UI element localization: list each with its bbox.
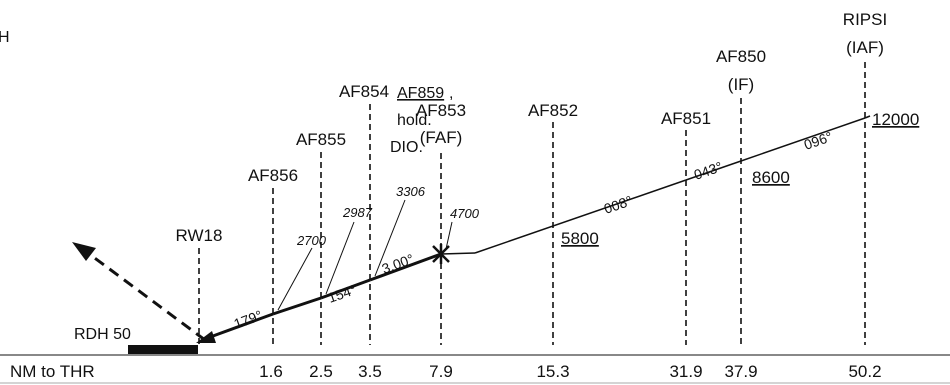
fix-role-af850: (IF) — [728, 75, 754, 94]
alt-af850: 8600 — [752, 168, 790, 187]
path-seg-af850-ripsi — [740, 117, 866, 162]
fix-name-rw18: RW18 — [176, 226, 223, 245]
distance-af852: 15.3 — [536, 362, 569, 381]
path-final-179 — [201, 312, 274, 342]
track-seg4: 008° — [602, 192, 635, 217]
path-end — [864, 115, 871, 119]
leader-af856 — [277, 247, 313, 311]
runway-bar — [128, 345, 198, 354]
distance-af856: 1.6 — [259, 362, 283, 381]
path-level-after-faf — [440, 252, 476, 255]
alt-af855: 2987 — [342, 205, 373, 220]
fix-name-ripsi: RIPSI — [843, 10, 887, 29]
distance-af855: 2.5 — [309, 362, 333, 381]
note-line-3: hold. — [397, 112, 432, 129]
track-final: 179° — [232, 307, 265, 332]
missed-approach-arrowhead — [72, 242, 96, 261]
rdh-label: RDH 50 — [74, 326, 131, 343]
leader-af853 — [445, 221, 453, 250]
track-seg6: 096° — [802, 128, 835, 153]
missed-approach-arrow — [91, 254, 206, 342]
distance-axis-label: NM to THR — [10, 362, 95, 381]
fix-name-af853: AF853 — [416, 101, 466, 120]
track-seg2: 154° — [326, 281, 359, 306]
path-seg-af855-af854 — [320, 278, 371, 300]
note-comma: , — [449, 85, 453, 102]
note-link-af859[interactable]: AF859 — [397, 85, 444, 102]
leader-af854 — [374, 199, 406, 277]
fix-name-af851: AF851 — [661, 109, 711, 128]
note-line-1: H — [0, 29, 10, 46]
note-line-4: DIO. — [390, 139, 423, 156]
distance-ripsi: 50.2 — [848, 362, 881, 381]
fix-role-ripsi: (IAF) — [846, 38, 884, 57]
fix-name-af856: AF856 — [248, 166, 298, 185]
fix-name-af855: AF855 — [296, 130, 346, 149]
distance-af854: 3.5 — [358, 362, 382, 381]
path-seg-af856-af855 — [272, 296, 322, 316]
path-seg-af851-af850 — [685, 160, 742, 181]
distance-af853: 7.9 — [429, 362, 453, 381]
alt-af853: 4700 — [450, 206, 480, 221]
fix-name-af854: AF854 — [339, 82, 389, 101]
fix-role-af853: (FAF) — [420, 128, 463, 147]
path-arrowhead — [196, 331, 216, 343]
fix-name-af852: AF852 — [528, 101, 578, 120]
distance-af851: 31.9 — [669, 362, 702, 381]
path-seg-af852-af851 — [474, 179, 687, 254]
fix-name-af850: AF850 — [716, 47, 766, 66]
track-glidepath: 3.00° — [380, 251, 416, 277]
alt-af852: 5800 — [561, 229, 599, 248]
leader-af855 — [325, 221, 355, 295]
track-seg5: 043° — [692, 158, 725, 183]
alt-af856: 2700 — [296, 233, 327, 248]
distance-af850: 37.9 — [724, 362, 757, 381]
alt-af854: 3306 — [396, 184, 426, 199]
alt-ripsi: 12000 — [872, 110, 919, 129]
path-glidepath — [369, 252, 442, 282]
